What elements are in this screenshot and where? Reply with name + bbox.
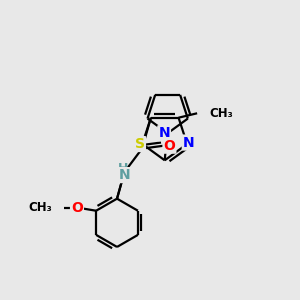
Text: CH₃: CH₃ [209,107,232,120]
Text: CH₃: CH₃ [28,201,52,214]
Text: S: S [135,137,145,151]
Text: N: N [119,168,131,182]
Text: O: O [164,139,175,153]
Text: O: O [71,201,83,215]
Text: H: H [118,162,128,175]
Text: N: N [158,126,170,140]
Text: N: N [183,136,194,150]
